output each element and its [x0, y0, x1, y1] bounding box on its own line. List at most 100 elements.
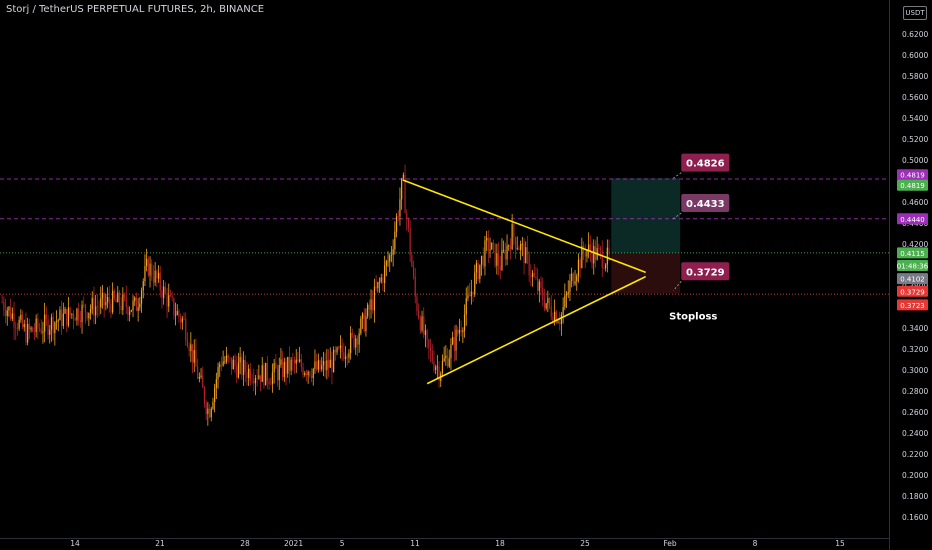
time-tick-label: Feb — [663, 539, 677, 548]
candle-body — [241, 357, 243, 375]
horizontal-levels — [0, 178, 889, 295]
price-tick-label: 0.2000 — [902, 471, 928, 480]
candle-body — [118, 292, 121, 307]
candle-body — [134, 297, 136, 301]
candle-body — [79, 320, 81, 323]
candle-body — [246, 372, 248, 379]
candle-body — [525, 247, 527, 264]
candle-body — [123, 294, 126, 297]
price-axis-tag-label: 0.4819 — [900, 172, 925, 180]
price-axis-tag — [897, 213, 928, 225]
candle-body — [224, 361, 226, 363]
price-tick-label: 0.2200 — [902, 450, 928, 459]
candle-body — [30, 327, 32, 330]
price-tick-label: 0.3200 — [902, 345, 928, 354]
candle-body — [293, 360, 296, 364]
candle-body — [91, 297, 93, 310]
candle-body — [50, 316, 53, 330]
candle-body — [61, 309, 63, 327]
candle-body — [54, 322, 56, 334]
candle-body — [151, 263, 153, 277]
candle-body — [8, 306, 10, 311]
candle-body — [343, 352, 345, 360]
candle-body — [542, 287, 544, 301]
candle-body — [499, 265, 501, 270]
triangle-trendlines — [402, 179, 647, 385]
candle-body — [355, 338, 357, 348]
candle-body — [565, 293, 568, 296]
candle-body — [144, 266, 146, 282]
candle-body — [336, 347, 338, 353]
price-axis-tag — [897, 179, 928, 191]
candle-body — [588, 244, 590, 251]
candle-body — [448, 358, 450, 367]
price-axis-tag — [897, 273, 928, 285]
candle-body — [163, 286, 165, 299]
candle-body — [147, 258, 149, 276]
candle-body — [285, 361, 287, 374]
trendline — [426, 275, 647, 385]
currency-button[interactable]: USDT — [903, 6, 927, 20]
candle-body — [382, 277, 384, 283]
candle-body — [38, 328, 41, 330]
candle-body — [271, 372, 274, 385]
candle-body — [98, 306, 100, 308]
candle-body — [40, 328, 42, 333]
candle-body — [521, 243, 523, 245]
candle-body — [229, 357, 231, 359]
time-tick-label: 18 — [495, 539, 505, 548]
candle-body — [487, 237, 489, 251]
price-axis-tag — [897, 260, 928, 272]
candle-body — [545, 303, 547, 309]
candle-body — [149, 263, 151, 276]
candle-body — [599, 248, 602, 251]
candle-body — [15, 327, 17, 329]
candle-body — [159, 272, 161, 291]
candle-body — [69, 307, 71, 315]
candle-body — [443, 358, 445, 361]
price-tick-label: 0.4200 — [902, 240, 928, 249]
candle-body — [280, 359, 282, 365]
time-tick-label: 5 — [340, 539, 345, 548]
candle-body — [157, 272, 160, 279]
candle-body — [526, 247, 529, 255]
candle-body — [47, 318, 49, 335]
candle-body — [394, 231, 396, 250]
candle-body — [117, 292, 119, 303]
candle-body — [13, 313, 15, 328]
candle-body — [198, 377, 200, 379]
candle-body — [304, 373, 306, 375]
candle-body — [484, 240, 486, 267]
symbol-title[interactable]: Storj / TetherUS PERPETUAL FUTURES, 2h, … — [6, 4, 265, 15]
candle-body — [154, 270, 156, 283]
position-zones — [611, 178, 681, 294]
price-tick-label: 0.3000 — [902, 366, 928, 375]
candle-body — [421, 316, 423, 331]
candle-body — [513, 224, 515, 238]
candle-body — [132, 300, 134, 310]
candle-body — [217, 367, 219, 380]
candle-body — [86, 312, 88, 319]
candle-body — [547, 298, 549, 304]
candle-body — [385, 261, 387, 266]
price-tick-label: 0.2800 — [902, 387, 928, 396]
candle-body — [55, 321, 58, 323]
candle-body — [32, 327, 34, 332]
candle-body — [367, 304, 369, 317]
candle-body — [327, 360, 330, 368]
candle-body — [295, 359, 297, 364]
candle-body — [297, 359, 299, 362]
candle-body — [501, 250, 503, 270]
candle-body — [110, 303, 112, 313]
candle-body — [514, 237, 517, 249]
candle-body — [518, 248, 520, 250]
price-axis-labels: 0.4819 0.4819 0.4440 0.4115 01:48:36 0.4102 0.… — [897, 169, 929, 311]
candle-body — [552, 316, 554, 322]
candle-body — [84, 304, 87, 313]
candle-body — [169, 295, 172, 297]
candle-body — [569, 280, 571, 293]
candle-body — [339, 345, 342, 349]
candle-body — [190, 344, 192, 352]
candle-body — [45, 314, 47, 319]
